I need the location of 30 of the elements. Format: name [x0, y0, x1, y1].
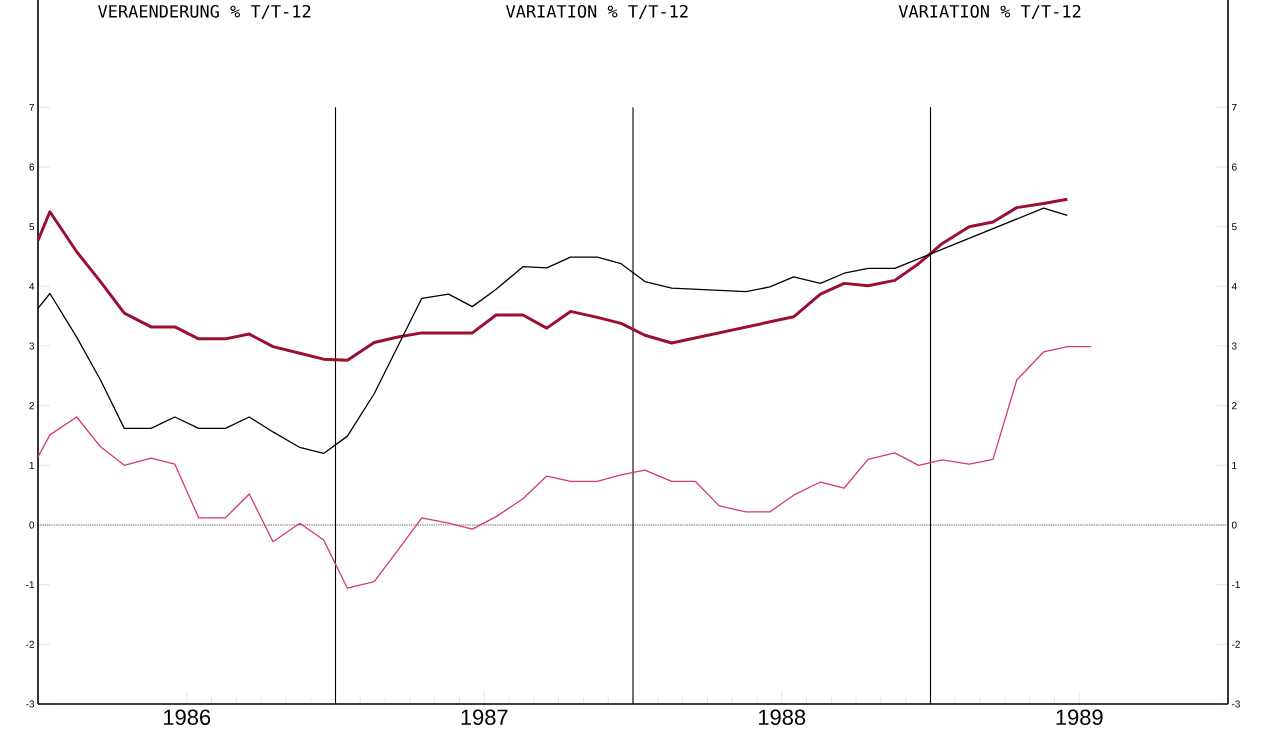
- y-tick-label: 6: [29, 163, 35, 171]
- y2-tick-label: 2: [1232, 402, 1237, 410]
- y2-tick-label: -1: [1231, 581, 1240, 589]
- y-tick-label: 4: [29, 282, 35, 290]
- y2-tick-label: 5: [1231, 223, 1237, 231]
- x-tick-label: 1987: [461, 709, 508, 726]
- y2-tick-label: 7: [1232, 103, 1237, 111]
- y2-tick-label: 6: [1232, 163, 1237, 171]
- y-tick-label: 2: [29, 402, 34, 410]
- x-tick-label: 1989: [1056, 709, 1103, 726]
- y-tick-label: 1: [29, 461, 35, 469]
- y2-tick-label: 4: [1231, 282, 1237, 290]
- line-series: [37, 345, 1092, 589]
- annotation: VERAENDERUNG % T/T-12: [98, 4, 311, 20]
- annotation: VARIATION % T/T-12: [898, 4, 1081, 20]
- y-tick-label: -3: [26, 700, 35, 708]
- y2-tick-label: 1: [1232, 461, 1237, 469]
- y-tick-label: 0: [29, 521, 35, 529]
- x-tick-label: 1986: [164, 709, 211, 726]
- y2-tick-label: 0: [1231, 521, 1237, 529]
- y-tick-label: 5: [29, 223, 35, 231]
- annotation: VARIATION % T/T-12: [506, 4, 688, 20]
- y-tick-label: -2: [26, 640, 34, 648]
- y-tick-label: 3: [29, 342, 35, 350]
- y2-tick-label: -2: [1231, 640, 1240, 648]
- x-tick-label: 1988: [759, 709, 806, 726]
- y2-tick-label: 3: [1231, 342, 1237, 350]
- y-tick-label: -1: [26, 581, 35, 589]
- y2-tick-label: -3: [1231, 700, 1240, 708]
- y-tick-label: 7: [29, 103, 34, 111]
